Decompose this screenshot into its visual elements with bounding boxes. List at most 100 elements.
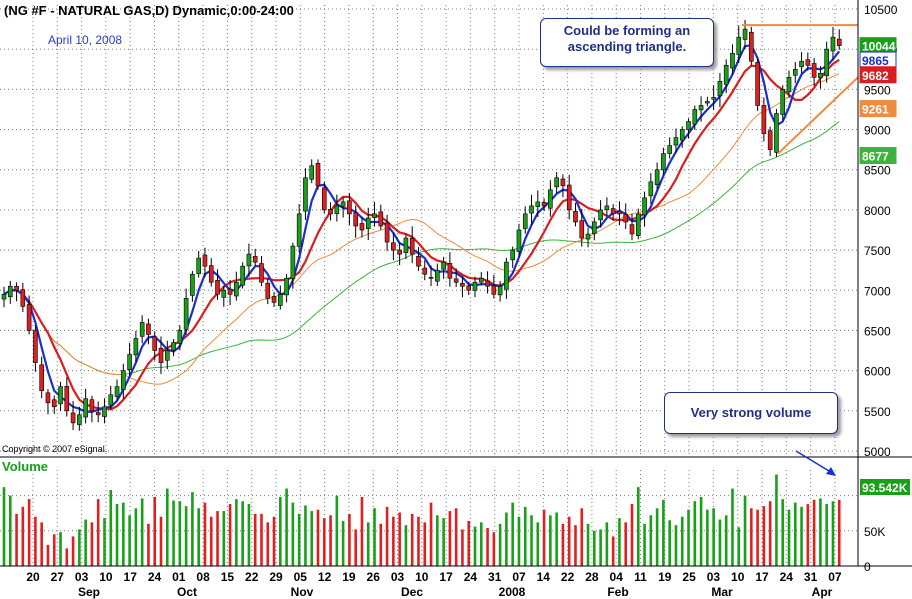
x-tick-label: 20: [26, 570, 40, 584]
candle-body: [585, 233, 591, 240]
candle-body: [303, 177, 308, 212]
volume-bar: [574, 525, 577, 566]
candle-body: [353, 212, 358, 227]
volume-bar: [586, 523, 590, 566]
ma-orange-box-label: 9261: [862, 103, 889, 117]
volume-bars: [2, 474, 841, 566]
volume-bar: [147, 523, 150, 566]
candle-body: [554, 177, 559, 188]
volume-bar: [699, 497, 703, 566]
candle-body: [830, 36, 836, 52]
volume-bar: [253, 513, 257, 566]
candle-body: [686, 121, 691, 131]
ma-blue-box-label: 9865: [862, 54, 889, 68]
candle-body: [504, 261, 509, 290]
volume-bar: [655, 508, 659, 566]
volume-bar: [831, 501, 835, 566]
candle-body: [623, 213, 629, 223]
candle-body: [673, 137, 679, 146]
candle-body: [805, 59, 811, 66]
volume-bar: [750, 508, 753, 566]
candle-body: [208, 265, 214, 283]
candle-body: [20, 289, 26, 307]
x-tick-label: 07: [512, 570, 526, 584]
candle-body: [309, 165, 315, 180]
callout-triangle-line-2: ascending triangle.: [567, 39, 687, 54]
volume-bar: [555, 512, 558, 566]
candle-body: [14, 285, 19, 291]
candle-body: [604, 205, 610, 211]
candle-body: [736, 36, 742, 55]
volume-bar: [316, 509, 320, 566]
ma-red-box: [859, 66, 897, 84]
candle-body: [114, 386, 120, 397]
volume-bar: [787, 509, 791, 566]
volume-bar: [90, 522, 94, 566]
volume-bar: [134, 508, 138, 566]
volume-bar: [724, 515, 728, 566]
ma-green-line: [3, 121, 840, 376]
volume-bar: [618, 518, 621, 566]
volume-bar: [649, 515, 653, 566]
y-tick-label: 6000: [864, 365, 891, 379]
volume-bar: [191, 492, 194, 566]
candle-body: [460, 282, 465, 287]
volume-bar: [498, 523, 502, 566]
candle-body: [485, 280, 490, 287]
volume-bar: [806, 504, 810, 566]
volume-bar: [366, 522, 370, 566]
volume-bar: [781, 499, 785, 566]
volume-bar: [819, 498, 822, 566]
chart-date: April 10, 2008: [48, 33, 122, 47]
candle-body: [761, 105, 767, 134]
candle-body: [146, 323, 151, 335]
volume-bar: [492, 532, 496, 566]
ma-blue-line: [3, 43, 841, 413]
volume-bar: [115, 504, 119, 566]
candle-body: [278, 293, 283, 306]
volume-bar: [523, 506, 527, 566]
callout-triangle-line-1: Could be forming an: [563, 23, 691, 38]
x-tick-label: 28: [585, 570, 599, 584]
volume-bar: [662, 499, 665, 566]
x-tick-label: 17: [439, 570, 453, 584]
candle-body: [95, 412, 101, 416]
candle-body: [121, 370, 126, 390]
x-tick-label: 08: [196, 570, 210, 584]
volume-bar: [762, 506, 766, 566]
candle-body: [548, 189, 553, 209]
x-tick-label: 26: [367, 570, 381, 584]
candle-body: [221, 289, 227, 298]
callout-strong-volume: Very strong volume: [664, 392, 838, 434]
volume-bar: [322, 518, 326, 566]
volume-bar: [291, 502, 295, 566]
candle-body: [573, 211, 578, 223]
volume-bar: [706, 509, 709, 566]
ma-red-box-label: 9682: [862, 69, 889, 83]
volume-bar: [235, 499, 238, 566]
candle-body: [1, 293, 7, 300]
ma-green-box: [859, 147, 897, 165]
candle-body: [541, 202, 547, 207]
month-label: Dec: [401, 585, 423, 599]
volume-bar: [153, 497, 157, 566]
candle-body: [202, 254, 208, 267]
volume-bar: [34, 516, 37, 566]
candle-body: [252, 256, 258, 263]
volume-bar: [184, 506, 188, 566]
volume-bar: [216, 511, 219, 566]
candle-body: [39, 364, 44, 392]
y-tick-label: 7500: [864, 244, 891, 258]
volume-bar: [373, 508, 376, 566]
candle-body: [77, 414, 82, 425]
volume-bar: [2, 487, 6, 566]
volume-tick-label: 50K: [864, 525, 885, 539]
candle-body: [139, 322, 145, 337]
candle-body: [566, 184, 572, 211]
candle-body: [799, 60, 804, 68]
volume-bar: [454, 508, 458, 566]
x-tick-label: 04: [610, 570, 624, 584]
volume-bar: [580, 508, 584, 566]
candle-body: [522, 213, 528, 229]
candle-body: [58, 386, 63, 405]
